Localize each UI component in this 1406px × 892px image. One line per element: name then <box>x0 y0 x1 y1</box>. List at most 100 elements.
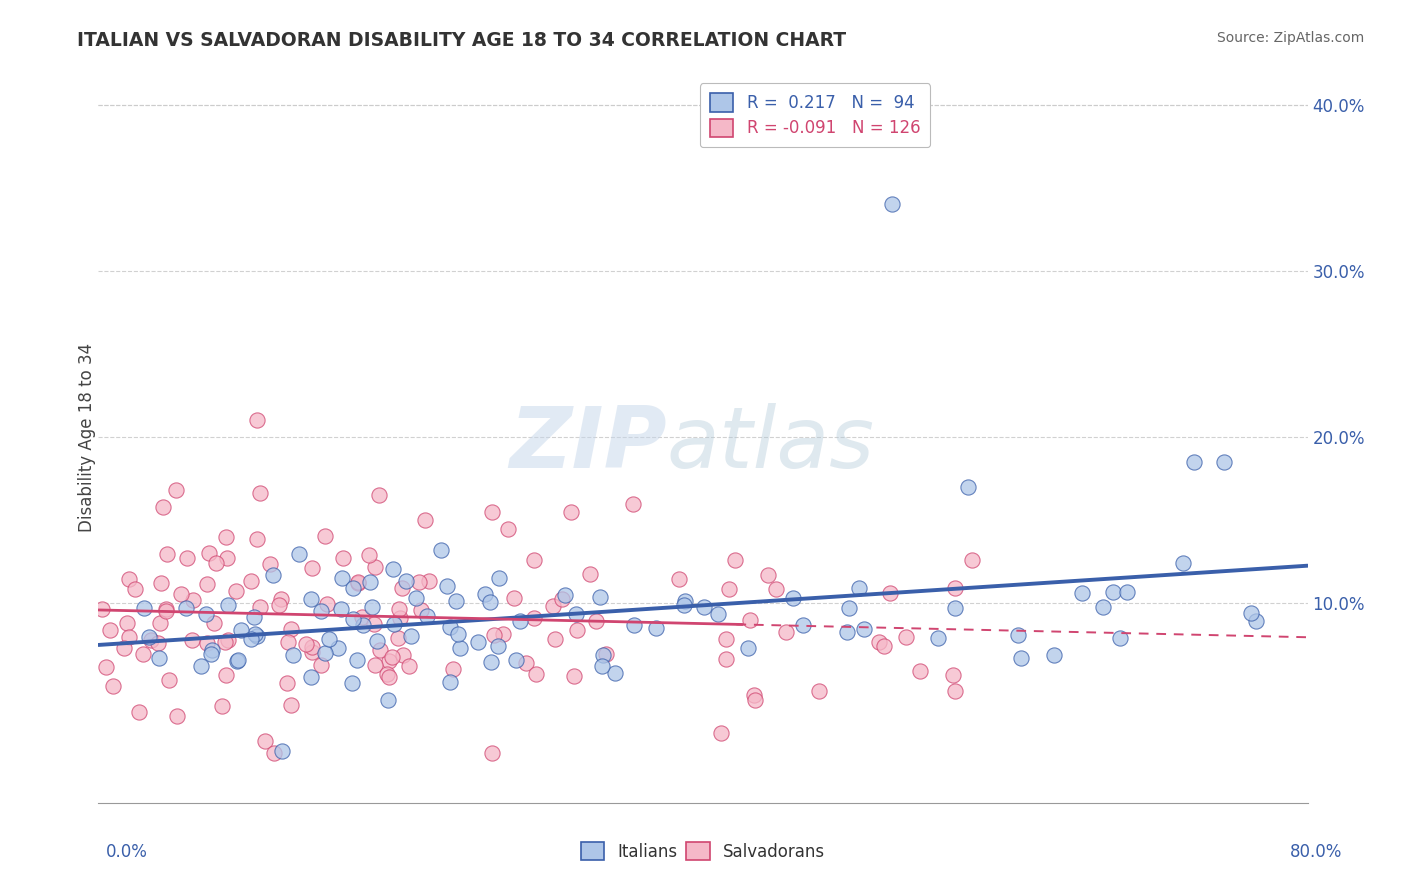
Point <box>496 521 519 535</box>
Point <box>381 649 404 664</box>
Point <box>378 669 401 683</box>
Point <box>835 625 858 640</box>
Point <box>190 659 212 673</box>
Point <box>217 551 239 566</box>
Point <box>603 665 626 680</box>
Point <box>880 197 903 211</box>
Point <box>560 505 582 519</box>
Point <box>515 657 537 671</box>
Point <box>595 647 617 661</box>
Point <box>309 657 332 672</box>
Point <box>277 635 299 649</box>
Point <box>149 616 172 631</box>
Point <box>394 574 416 589</box>
Point <box>96 660 118 674</box>
Text: ITALIAN VS SALVADORAN DISABILITY AGE 18 TO 34 CORRELATION CHART: ITALIAN VS SALVADORAN DISABILITY AGE 18 … <box>77 31 846 50</box>
Point <box>441 662 464 676</box>
Point <box>714 632 737 646</box>
Point <box>98 623 121 637</box>
Point <box>551 592 574 607</box>
Point <box>868 635 890 649</box>
Point <box>484 628 506 642</box>
Point <box>710 726 733 740</box>
Point <box>541 599 564 613</box>
Point <box>399 629 422 643</box>
Point <box>756 568 779 582</box>
Point <box>1240 606 1263 620</box>
Point <box>962 553 984 567</box>
Point <box>329 602 352 616</box>
Point <box>301 640 323 654</box>
Point <box>481 505 503 519</box>
Point <box>132 601 155 615</box>
Point <box>314 529 336 543</box>
Point <box>316 597 339 611</box>
Point <box>436 579 458 593</box>
Point <box>360 600 382 615</box>
Point <box>270 592 292 607</box>
Point <box>112 640 135 655</box>
Text: 80.0%: 80.0% <box>1291 843 1343 861</box>
Point <box>486 640 509 654</box>
Point <box>391 581 413 595</box>
Point <box>368 488 391 502</box>
Point <box>1115 585 1137 599</box>
Point <box>225 653 247 667</box>
Point <box>243 626 266 640</box>
Point <box>149 576 172 591</box>
Point <box>879 585 901 599</box>
Point <box>346 653 368 667</box>
Point <box>523 611 546 625</box>
Point <box>418 574 440 589</box>
Point <box>249 600 271 615</box>
Point <box>246 533 269 547</box>
Point <box>204 556 226 570</box>
Point <box>592 648 614 662</box>
Point <box>1010 650 1032 665</box>
Point <box>838 600 860 615</box>
Point <box>415 513 437 527</box>
Point <box>623 618 645 632</box>
Point <box>724 553 747 567</box>
Point <box>668 573 690 587</box>
Point <box>231 623 253 637</box>
Point <box>524 666 547 681</box>
Point <box>152 500 174 514</box>
Point <box>408 575 430 590</box>
Point <box>347 574 370 589</box>
Point <box>364 560 387 574</box>
Point <box>439 675 461 690</box>
Point <box>782 591 804 606</box>
Point <box>314 646 336 660</box>
Point <box>621 497 644 511</box>
Point <box>411 602 433 616</box>
Point <box>198 545 221 559</box>
Point <box>488 571 510 585</box>
Text: Source: ZipAtlas.com: Source: ZipAtlas.com <box>1216 31 1364 45</box>
Point <box>280 622 302 636</box>
Point <box>195 635 218 649</box>
Point <box>276 676 298 690</box>
Point <box>332 551 354 566</box>
Point <box>239 632 262 646</box>
Point <box>195 577 218 591</box>
Point <box>503 591 526 605</box>
Point <box>132 647 155 661</box>
Point <box>214 634 236 648</box>
Point <box>382 617 405 632</box>
Point <box>523 553 546 567</box>
Point <box>254 734 277 748</box>
Point <box>565 623 588 637</box>
Point <box>281 648 304 663</box>
Point <box>201 642 224 657</box>
Point <box>176 551 198 566</box>
Point <box>115 616 138 631</box>
Point <box>330 571 353 585</box>
Point <box>359 574 381 589</box>
Point <box>148 651 170 665</box>
Point <box>479 656 502 670</box>
Point <box>309 604 332 618</box>
Point <box>848 581 870 595</box>
Point <box>509 615 531 629</box>
Point <box>117 572 139 586</box>
